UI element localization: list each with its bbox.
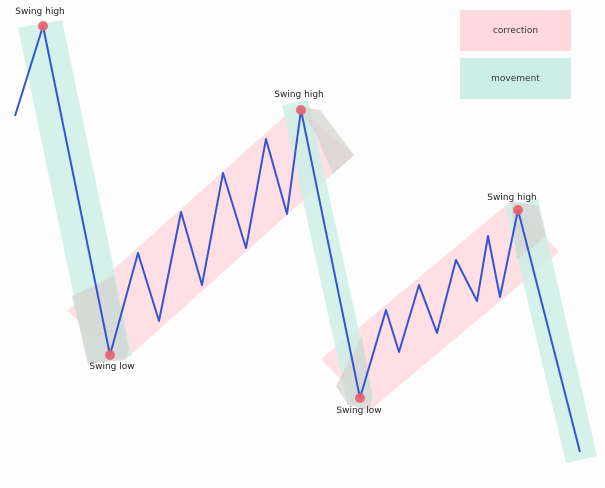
swing-high-point-1 — [38, 21, 48, 31]
movement-zone-3 — [505, 199, 597, 463]
swing-high-label-3: Swing high — [487, 193, 537, 203]
swing-low-label-2: Swing low — [336, 406, 382, 416]
correction-zone-1 — [67, 106, 354, 360]
overlap-zone-1 — [72, 276, 129, 364]
swing-high-label-2: Swing high — [274, 90, 324, 100]
swing-high-label-1: Swing high — [15, 7, 65, 17]
correction-zone-2 — [321, 201, 559, 410]
swing-high-point-2 — [296, 105, 306, 115]
movement-zone-2 — [282, 100, 374, 405]
legend-correction: correction — [460, 10, 571, 51]
swing-high-point-3 — [513, 205, 523, 215]
movement-zone-1 — [18, 20, 132, 364]
swing-low-point-1 — [105, 350, 115, 360]
overlap-zone-2 — [296, 106, 354, 174]
legend-correction-label: correction — [492, 25, 539, 36]
legend-movement: movement — [460, 58, 571, 99]
legend-movement-label: movement — [491, 73, 540, 84]
swing-low-point-2 — [355, 393, 365, 403]
swing-low-label-1: Swing low — [89, 362, 135, 372]
